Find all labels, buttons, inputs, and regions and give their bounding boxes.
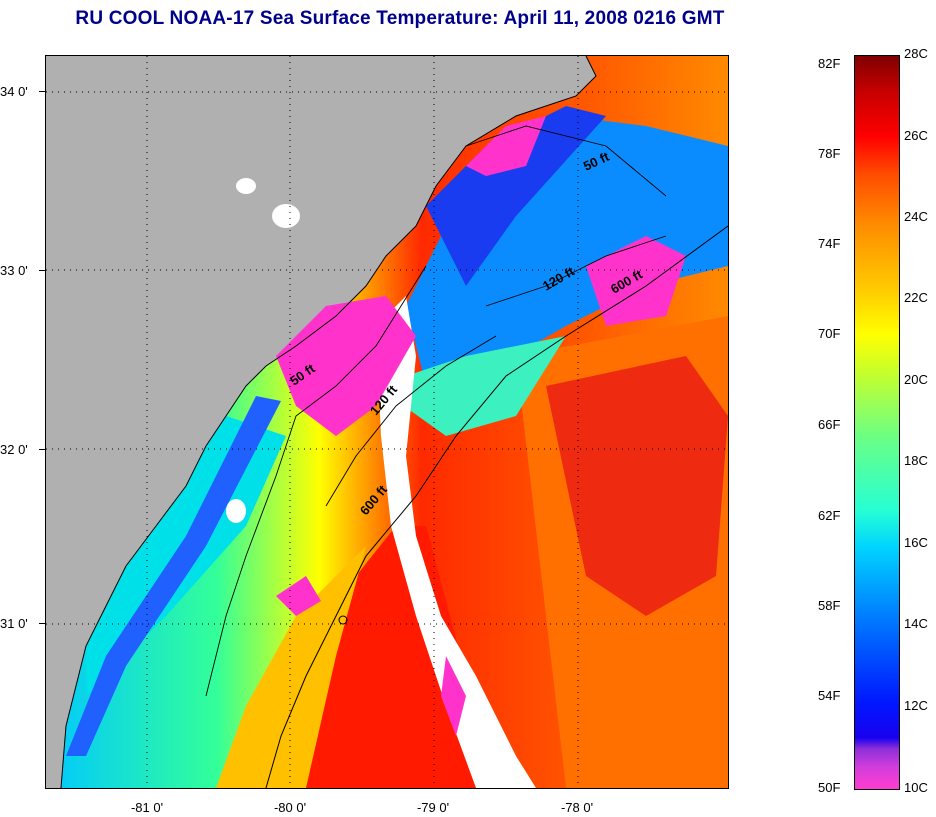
cbar-c-label: 10C: [904, 780, 928, 795]
cbar-c-label: 12C: [904, 698, 928, 713]
ytick: [39, 270, 45, 271]
sst-map: 50 ft 120 ft 600 ft 50 ft 120 ft 600 ft: [45, 55, 729, 789]
cloud-offshore: [226, 499, 246, 523]
cbar-f-label: 74F: [818, 236, 841, 251]
cbar-f-label: 58F: [818, 598, 841, 613]
ytick: [39, 623, 45, 624]
cbar-c-label: 14C: [904, 616, 928, 631]
warm-core: [546, 356, 728, 616]
map-title: RU COOL NOAA-17 Sea Surface Temperature:…: [75, 8, 725, 29]
lat-label-33: 33 0': [0, 263, 28, 278]
cbar-f-label: 70F: [818, 326, 841, 341]
cbar-c-label: 24C: [904, 209, 928, 224]
cbar-f-label: 78F: [818, 146, 841, 161]
cbar-c-label: 20C: [904, 372, 928, 387]
cloud-inland-1: [272, 204, 300, 228]
cbar-f-label: 82F: [818, 56, 841, 71]
cloud-inland-2: [236, 178, 256, 194]
lat-lon-grid: [46, 56, 728, 788]
cbar-c-label: 16C: [904, 535, 928, 550]
lon-label-79: -79 0': [416, 800, 450, 815]
coastline: [60, 56, 597, 788]
ytick: [39, 91, 45, 92]
cold-patch-ne: [586, 236, 686, 326]
cold-patch-river: [441, 656, 466, 736]
lon-label-80: -80 0': [273, 800, 307, 815]
station-marker: [338, 615, 348, 625]
lat-label-34: 34 0': [0, 84, 28, 99]
cold-patch-central: [276, 296, 416, 436]
gulf-stream-west: [216, 546, 366, 788]
lat-label-32: 32 0': [0, 442, 28, 457]
cool-inner-shelf: [426, 106, 606, 286]
isobath-600ft: [265, 225, 728, 788]
cbar-c-label: 28C: [904, 46, 928, 61]
land-mass: [46, 56, 596, 788]
ytick: [39, 449, 45, 450]
cbar-c-label: 26C: [904, 128, 928, 143]
cbar-f-label: 66F: [818, 417, 841, 432]
blue-coastal-strip: [66, 396, 281, 756]
color-scale-bar: [854, 55, 900, 790]
green-band: [376, 336, 566, 436]
cold-patch-north: [466, 116, 546, 176]
cold-patch-south: [276, 576, 321, 616]
sst-image: 50 ft 120 ft 600 ft 50 ft 120 ft 600 ft: [46, 56, 728, 788]
cbar-c-label: 22C: [904, 290, 928, 305]
cbar-f-label: 62F: [818, 508, 841, 523]
lat-label-31: 31 0': [0, 616, 28, 631]
isobath-50ft: [205, 125, 667, 697]
isobath-120ft: [325, 235, 667, 507]
cbar-c-label: 18C: [904, 453, 928, 468]
cbar-f-label: 50F: [818, 780, 841, 795]
lon-label-78: -78 0': [560, 800, 594, 815]
cbar-f-label: 54F: [818, 688, 841, 703]
lon-label-81: -81 0': [130, 800, 164, 815]
